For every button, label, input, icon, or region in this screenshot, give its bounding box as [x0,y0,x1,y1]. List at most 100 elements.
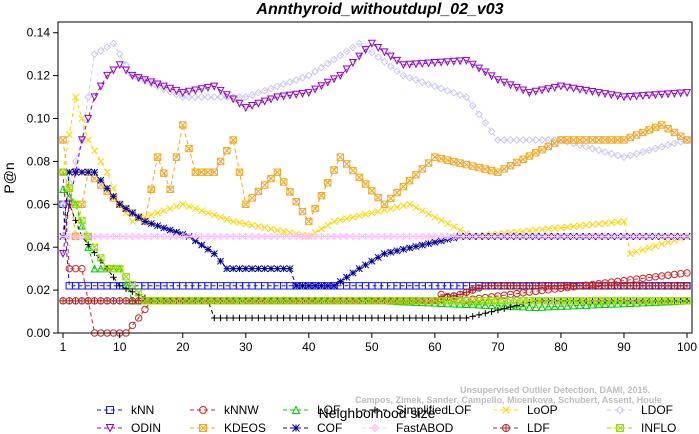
data-point [122,60,130,69]
data-point [96,46,105,55]
data-point [103,232,112,241]
data-point [651,123,660,132]
data-point [601,148,609,156]
data-point [84,297,92,305]
data-point [613,151,622,160]
data-point [425,314,432,322]
data-point [103,184,111,192]
data-point [374,53,383,62]
data-point [84,114,93,123]
legend-item-ldof: LDOF [607,403,673,417]
data-point [670,128,679,137]
data-point [664,232,672,241]
data-point [141,305,149,314]
data-point [58,249,68,258]
data-point [468,60,477,69]
y-tick-label: 0.00 [27,326,51,340]
data-point [242,314,249,322]
data-point [267,225,275,233]
data-point [374,207,382,216]
series-line [62,124,688,237]
plot-frame [57,21,693,334]
x-tick-label: 30 [239,340,253,354]
data-point [645,282,653,290]
legend-marker [371,406,379,414]
data-point [361,210,370,218]
data-point [487,232,496,241]
data-point [166,185,174,193]
data-point [222,91,231,100]
legend-label: ODIN [131,421,161,434]
data-point [172,90,181,99]
data-point [393,67,401,75]
data-point [128,71,137,80]
data-point [122,66,131,75]
data-point [393,203,401,211]
data-point [90,93,99,102]
data-point [393,297,402,306]
data-point [172,228,181,236]
data-point [222,232,231,241]
data-point [664,238,672,246]
data-point [456,314,464,322]
data-point [456,91,464,99]
data-point [387,248,395,256]
data-point [147,232,156,241]
data-point [424,232,433,241]
data-point [463,314,470,322]
data-point [450,314,457,322]
data-point [620,217,628,226]
data-point [342,47,351,56]
data-point [254,265,262,273]
data-point [563,232,572,241]
data-point [525,232,534,241]
data-point [525,152,534,160]
data-point [557,224,565,232]
data-point [550,282,559,290]
data-point [670,282,679,290]
y-tick-label: 0.06 [27,197,51,211]
data-point [110,274,117,281]
y-axis-label: P@n [1,162,17,193]
data-point [430,232,439,241]
data-point [216,86,225,95]
legend-label: COF [317,421,342,434]
data-point [418,165,426,173]
data-point [683,297,691,305]
data-point [418,207,426,215]
data-point [273,232,282,241]
data-point [128,217,136,226]
data-point [607,282,616,290]
data-point [84,168,92,176]
data-point [468,101,477,110]
data-point [211,314,218,322]
data-point [217,314,224,322]
data-point [683,136,691,144]
data-point [116,297,124,305]
data-point [620,232,628,241]
x-tick-label: 60 [428,340,442,354]
data-point [513,302,521,309]
data-point [361,261,370,269]
data-point [355,212,363,220]
data-point [298,89,307,98]
data-point [72,168,80,176]
data-point [399,61,408,70]
data-point [512,83,521,92]
data-point [330,282,338,290]
data-point [217,257,225,265]
data-point [78,114,86,123]
data-point [198,207,206,215]
data-point [582,232,591,241]
data-point [626,92,635,101]
data-point [538,136,546,144]
data-point [191,93,200,101]
data-point [103,168,111,176]
data-point [575,85,584,94]
data-point [576,282,584,290]
data-point [343,215,351,223]
data-point [293,314,300,322]
data-point [109,192,117,200]
data-point [639,128,647,137]
data-point [349,166,357,175]
